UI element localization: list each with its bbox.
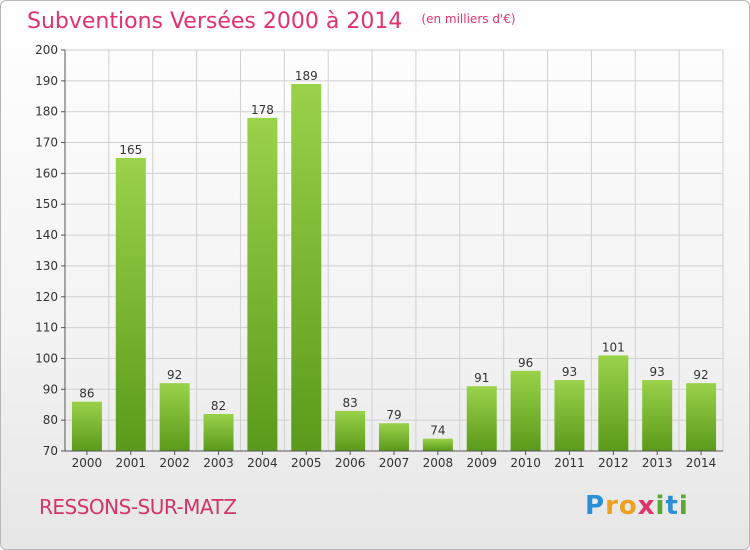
logo-letter: i (655, 491, 666, 521)
y-tick-label: 90 (43, 382, 58, 396)
axes: 7080901001101201301401501601701801902002… (35, 43, 723, 470)
bar-value-label: 86 (79, 387, 94, 401)
y-tick-label: 80 (43, 413, 58, 427)
y-tick-label: 200 (35, 43, 58, 57)
y-tick-label: 160 (35, 166, 58, 180)
bar-value-label: 92 (693, 368, 708, 382)
bar-value-label: 79 (386, 408, 401, 422)
bar-value-label: 91 (474, 371, 489, 385)
logo-letter: P (585, 491, 606, 521)
bar (203, 413, 234, 451)
logo-letter: r (605, 491, 619, 521)
logo-letter: i (678, 491, 689, 521)
bar (466, 386, 497, 451)
x-tick-label: 2007 (379, 456, 410, 470)
bar (510, 370, 541, 451)
bar (379, 423, 409, 451)
bar-value-label: 93 (650, 365, 665, 379)
bar-value-label: 82 (211, 399, 226, 413)
y-tick-label: 120 (35, 290, 58, 304)
logo-letter: x (637, 491, 656, 521)
x-tick-label: 2009 (466, 456, 497, 470)
bar-value-label: 165 (119, 143, 142, 157)
bar-value-label: 101 (602, 340, 625, 354)
bar-value-label: 74 (430, 424, 445, 438)
unit-note: (en milliers d'€) (421, 12, 516, 26)
x-tick-label: 2006 (335, 456, 366, 470)
y-tick-label: 150 (35, 197, 58, 211)
bar (159, 383, 190, 451)
bars: 86 165 92 82 178 189 83 79 74 91 96 93 101 93 92 (71, 69, 717, 451)
bar-value-label: 92 (167, 368, 182, 382)
bar (598, 355, 629, 451)
bar-value-label: 189 (295, 69, 318, 83)
y-tick-label: 100 (35, 351, 58, 365)
x-tick-label: 2012 (598, 456, 629, 470)
bar-chart: 86 165 92 82 178 189 83 79 74 91 96 93 101 93 92 70 80 9… (35, 43, 724, 470)
x-tick-label: 2005 (291, 456, 322, 470)
y-tick-label: 70 (43, 444, 58, 458)
bar (642, 380, 673, 451)
x-tick-label: 2004 (247, 456, 278, 470)
bar (554, 380, 585, 451)
bar (422, 438, 453, 451)
x-tick-label: 2008 (423, 456, 454, 470)
x-tick-label: 2010 (510, 456, 541, 470)
bar-value-label: 178 (251, 103, 274, 117)
y-tick-label: 170 (35, 136, 58, 150)
logo-letter: o (618, 491, 638, 521)
x-tick-label: 2014 (686, 456, 717, 470)
x-tick-label: 2000 (72, 456, 103, 470)
y-tick-label: 180 (35, 105, 58, 119)
title-row: Subventions Versées 2000 à 2014 (en mill… (27, 9, 516, 34)
bar-value-label: 93 (562, 365, 577, 379)
bar-value-label: 96 (518, 356, 533, 370)
y-tick-label: 140 (35, 228, 58, 242)
y-tick-label: 110 (35, 321, 58, 335)
bar (291, 83, 322, 451)
bar (71, 401, 102, 451)
bar (115, 157, 146, 451)
logo-letter: t (665, 491, 679, 521)
proxiti-logo: Proxiti (585, 491, 689, 521)
chart-title: Subventions Versées 2000 à 2014 (27, 9, 403, 34)
x-tick-label: 2013 (642, 456, 673, 470)
x-tick-label: 2003 (203, 456, 234, 470)
bar-value-label: 83 (342, 396, 357, 410)
town-name: RESSONS-SUR-MATZ (39, 495, 237, 519)
x-tick-label: 2001 (116, 456, 147, 470)
x-tick-label: 2011 (554, 456, 585, 470)
bar (247, 117, 278, 451)
y-tick-label: 190 (35, 74, 58, 88)
bar (335, 410, 366, 451)
bar (686, 383, 717, 451)
x-tick-label: 2002 (159, 456, 190, 470)
y-tick-label: 130 (35, 259, 58, 273)
